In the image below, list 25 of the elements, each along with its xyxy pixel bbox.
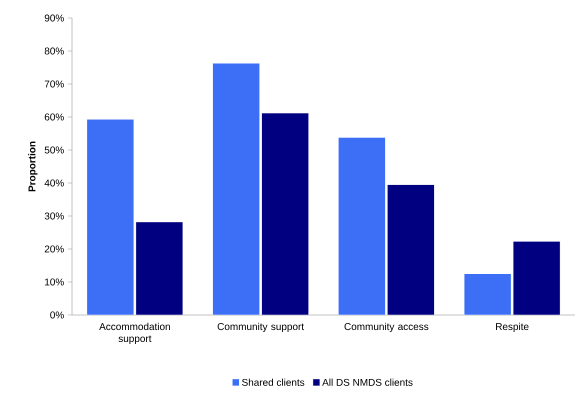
x-tick-label: Respite — [496, 322, 529, 332]
bar — [512, 241, 560, 315]
y-tick-label: 0% — [50, 311, 64, 319]
bar — [387, 184, 435, 315]
x-tick-label: Community access — [344, 322, 428, 332]
bar — [261, 112, 309, 315]
y-tick-label: 30% — [44, 212, 64, 220]
y-tick-label: 10% — [45, 278, 64, 286]
y-axis-title: Proportion — [28, 142, 38, 192]
y-tick-label: 80% — [44, 47, 64, 55]
y-tick-label: 60% — [44, 113, 64, 121]
legend-label: All DS NMDS clients — [322, 378, 413, 386]
bar — [86, 119, 134, 315]
x-tick-label: Community support — [218, 322, 304, 332]
y-tick-label: 50% — [44, 146, 64, 154]
bar — [136, 222, 184, 315]
bar — [464, 274, 512, 315]
x-tick-label: Accommodation support — [99, 322, 170, 344]
y-tick-label: 40% — [44, 179, 64, 187]
bar — [338, 137, 386, 315]
y-tick-label: 70% — [44, 80, 64, 88]
bar — [212, 62, 260, 315]
legend-label: Shared clients — [242, 378, 304, 386]
y-tick-label: 20% — [44, 245, 64, 253]
y-tick-label: 90% — [44, 14, 64, 22]
